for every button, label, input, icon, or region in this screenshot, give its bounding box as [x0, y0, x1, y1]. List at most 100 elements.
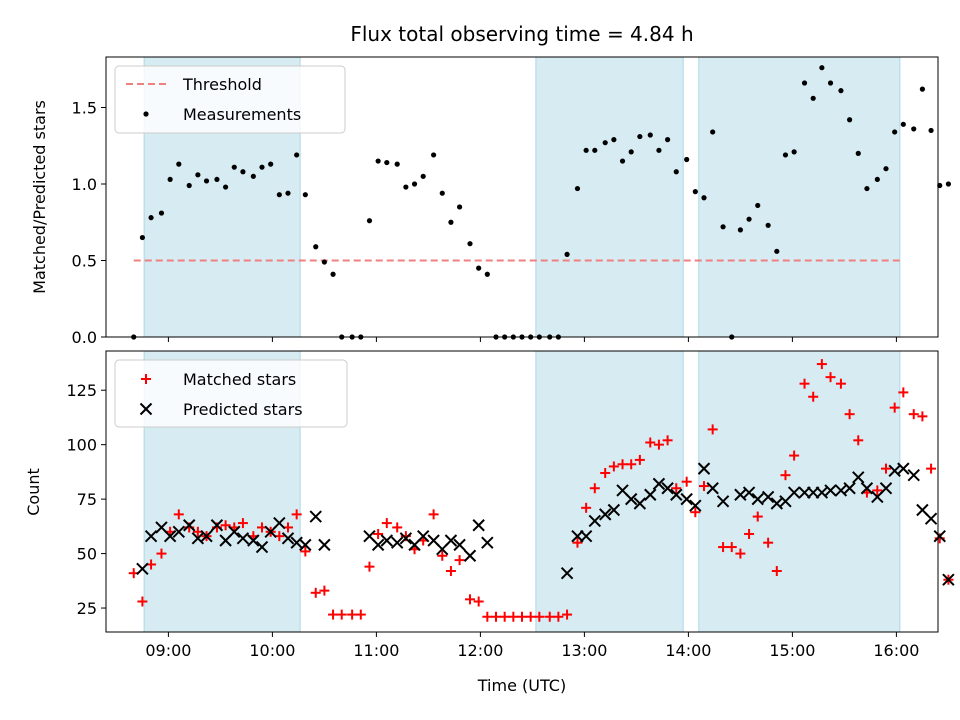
legend-predicted-swatch: [139, 402, 153, 416]
y-tick-label: 75: [77, 490, 97, 509]
predicted-star-point: [607, 503, 621, 517]
measurement-point: [782, 152, 789, 158]
matched-star-point: [926, 463, 937, 474]
matched-star-point: [300, 546, 311, 557]
matched-star-point: [508, 611, 519, 622]
observing-window-band: [698, 57, 900, 337]
measurement-point: [746, 216, 752, 222]
predicted-x-stroke: [427, 534, 440, 547]
top-panel: 0.0 0.5 1.0 1.5 Matched/Predicted stars Thr…: [30, 56, 952, 347]
measurement-point: [366, 218, 373, 224]
y-tick-label: 1.0: [72, 175, 97, 194]
predicted-x-stroke: [588, 514, 602, 528]
bottom-legend: Matched stars Predicted stars: [114, 359, 348, 428]
predicted-star-point: [907, 468, 920, 482]
measurement-point: [855, 150, 861, 156]
predicted-x-stroke: [697, 462, 711, 475]
measurement-point: [665, 137, 671, 143]
matched-star-point: [319, 585, 330, 596]
matched-star-point: [726, 542, 737, 553]
x-tick-label: 12:00: [457, 641, 503, 660]
measurement-point: [619, 158, 626, 164]
predicted-star-point: [761, 490, 775, 504]
measurement-point: [139, 234, 145, 241]
matched-star-point: [534, 611, 545, 622]
legend-frame: [114, 65, 346, 134]
predicted-star-point: [136, 562, 149, 576]
predicted-star-point: [697, 462, 711, 475]
matched-star-point: [645, 437, 656, 448]
top-y-axis-label: Matched/Predicted stars: [30, 100, 49, 294]
measurement-point: [692, 189, 698, 195]
measurement-point: [611, 137, 617, 143]
matched-star-point: [310, 587, 321, 598]
predicted-x-stroke: [834, 484, 848, 497]
predicted-x-stroke: [716, 495, 730, 508]
predicted-x-stroke: [742, 486, 756, 499]
predicted-star-point: [879, 482, 893, 495]
predicted-star-point: [453, 538, 466, 552]
bottom-y-ticks: 25 50 75 100 125: [66, 381, 106, 618]
measurement-point: [673, 169, 679, 175]
predicted-star-point: [670, 488, 683, 501]
bottom-panel: 09:00 10:00 11:00 12:00 13:00 14:00 15:00 16:00…: [24, 350, 955, 695]
predicted-star-point: [200, 529, 213, 543]
matched-star-point: [355, 609, 366, 620]
x-tick-label: 14:00: [665, 641, 711, 660]
measurement-point: [403, 184, 409, 190]
matched-star-point: [763, 537, 774, 548]
predicted-star-point: [942, 573, 955, 586]
predicted-stars-series: [136, 462, 955, 586]
matched-star-point: [872, 485, 883, 496]
matched-star-point: [553, 611, 564, 622]
predicted-x-stroke: [444, 534, 458, 547]
measurement-point: [294, 152, 300, 158]
measurement-point: [223, 184, 229, 190]
predicted-star-point: [163, 529, 177, 543]
predicted-x-stroke: [670, 488, 683, 501]
measurement-point: [928, 127, 934, 134]
measurement-point: [231, 164, 237, 170]
x-axis-label: Time (UTC): [477, 676, 566, 695]
matched-star-point: [473, 596, 484, 607]
matched-star-point: [735, 548, 746, 559]
matched-star-point: [816, 359, 827, 370]
predicted-star-point: [742, 486, 756, 499]
matched-star-point: [771, 566, 782, 577]
predicted-star-point: [852, 471, 865, 484]
predicted-x-stroke: [924, 512, 938, 525]
predicted-star-point: [706, 482, 719, 495]
predicted-star-point: [472, 519, 485, 532]
measurement-point: [411, 181, 418, 187]
matched-star-point: [589, 483, 600, 494]
measurement-point: [602, 140, 608, 146]
predicted-x-stroke: [481, 536, 494, 549]
matched-star-point: [690, 507, 701, 518]
matched-star-point: [291, 509, 302, 520]
measurement-point: [919, 86, 926, 92]
measurement-point: [176, 161, 182, 167]
predicted-x-stroke: [560, 566, 574, 580]
measurement-point: [583, 147, 589, 153]
matched-star-point: [752, 511, 763, 522]
measurement-point: [439, 190, 445, 196]
measurement-point: [883, 166, 889, 172]
matched-star-point: [562, 609, 573, 620]
matched-star-point: [237, 518, 248, 529]
matched-star-point: [653, 439, 664, 450]
x-tick-label: 15:00: [769, 641, 815, 660]
predicted-x-stroke: [255, 540, 269, 554]
predicted-x-stroke: [399, 532, 413, 545]
matched-star-point: [808, 391, 819, 402]
predicted-x-stroke: [472, 519, 485, 532]
predicted-x-stroke: [942, 573, 955, 586]
matched-star-point: [491, 611, 501, 622]
predicted-x-stroke: [916, 503, 929, 517]
predicted-x-stroke: [897, 462, 910, 475]
predicted-star-point: [444, 534, 458, 547]
x-tick-label: 09:00: [145, 641, 191, 660]
measurement-point: [148, 215, 154, 221]
measurement-point: [720, 224, 726, 230]
legend-predicted-label: Predicted stars: [183, 400, 303, 419]
